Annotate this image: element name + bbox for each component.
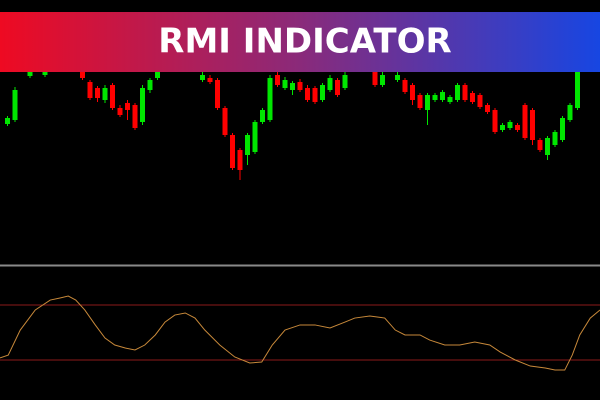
candle-body bbox=[245, 135, 250, 155]
candle-body bbox=[260, 110, 265, 122]
candle-body bbox=[215, 80, 220, 108]
candle-body bbox=[417, 95, 423, 108]
candle-body bbox=[500, 125, 505, 130]
candle-body bbox=[275, 75, 280, 85]
candle-body bbox=[470, 93, 475, 102]
candle-body bbox=[545, 138, 550, 155]
candle-body bbox=[537, 140, 543, 150]
candle-body bbox=[440, 92, 445, 100]
candle-body bbox=[42, 72, 48, 75]
candle-body bbox=[5, 118, 10, 124]
candle-body bbox=[312, 88, 318, 102]
candle-body bbox=[507, 122, 513, 128]
candle-body bbox=[320, 85, 325, 100]
candle-body bbox=[297, 82, 303, 90]
candle-body bbox=[125, 103, 130, 110]
rmi-line bbox=[0, 295, 600, 371]
candle-body bbox=[432, 95, 438, 100]
candle-body bbox=[477, 95, 483, 107]
price-panel bbox=[5, 70, 580, 180]
candle-body bbox=[380, 75, 385, 85]
candle-body bbox=[522, 105, 528, 138]
candle-body bbox=[282, 80, 288, 88]
candle-body bbox=[132, 105, 138, 128]
candle-body bbox=[12, 90, 18, 120]
candle-body bbox=[342, 75, 348, 88]
candle-body bbox=[155, 72, 160, 78]
candle-body bbox=[147, 80, 153, 90]
candle-body bbox=[237, 150, 243, 170]
candle-body bbox=[80, 72, 85, 78]
candle-body bbox=[327, 78, 333, 90]
candle-body bbox=[552, 132, 558, 145]
candle-body bbox=[27, 72, 33, 76]
candle-body bbox=[530, 110, 535, 140]
candle-body bbox=[447, 97, 453, 102]
candle-body bbox=[102, 88, 108, 100]
candle-body bbox=[410, 85, 415, 100]
candle-body bbox=[87, 82, 93, 98]
candle-body bbox=[207, 78, 213, 82]
candle-body bbox=[222, 108, 228, 135]
chart-title: RMI INDICATOR bbox=[158, 22, 451, 62]
candle-body bbox=[575, 72, 580, 108]
title-banner bbox=[0, 12, 600, 72]
candle-body bbox=[462, 85, 468, 100]
candle-body bbox=[372, 72, 378, 85]
candle-body bbox=[515, 125, 520, 130]
candle-body bbox=[267, 78, 273, 120]
candle-body bbox=[230, 135, 235, 168]
candle-body bbox=[560, 118, 565, 140]
candle-body bbox=[117, 108, 123, 115]
candle-body bbox=[485, 105, 490, 112]
candle-body bbox=[200, 75, 205, 80]
rmi-panel bbox=[0, 295, 600, 371]
candle-body bbox=[335, 80, 340, 95]
candle-body bbox=[290, 83, 295, 90]
candle-body bbox=[425, 95, 430, 110]
candle-body bbox=[567, 105, 573, 120]
candle-body bbox=[305, 88, 310, 100]
candle-body bbox=[395, 75, 400, 80]
candle-body bbox=[110, 85, 115, 108]
candle-body bbox=[140, 88, 145, 122]
candle-body bbox=[95, 88, 100, 98]
candle-body bbox=[455, 85, 460, 100]
candle-body bbox=[492, 110, 498, 132]
candle-body bbox=[252, 122, 258, 152]
candle-body bbox=[402, 80, 408, 92]
